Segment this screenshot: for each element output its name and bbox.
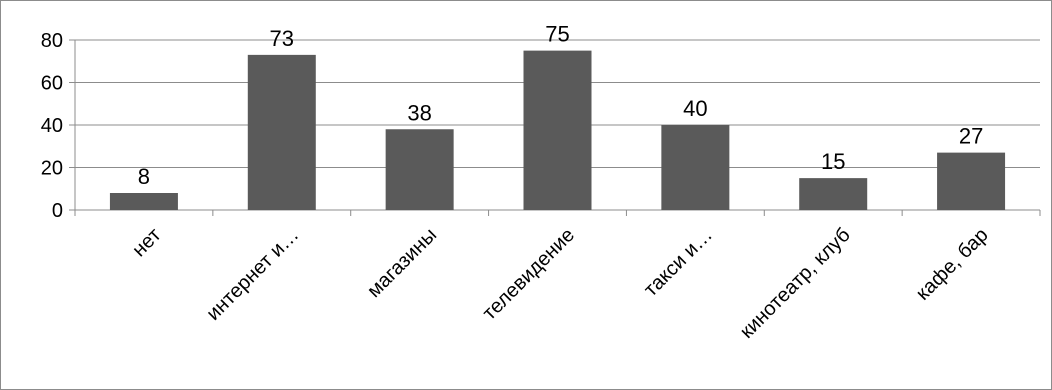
y-tick-label-80: 80 xyxy=(41,30,63,52)
category-label-4: такси и… xyxy=(640,224,717,301)
data-label-3: 75 xyxy=(545,22,569,47)
bar-4 xyxy=(661,125,730,210)
data-label-1: 73 xyxy=(270,26,294,51)
category-label-5: кинотеатр, клуб xyxy=(736,224,855,343)
bar-1 xyxy=(247,54,316,210)
data-label-2: 38 xyxy=(407,100,431,125)
data-label-4: 40 xyxy=(683,96,707,121)
bar-2 xyxy=(385,129,454,210)
data-label-0: 8 xyxy=(138,164,150,189)
y-tick-label-40: 40 xyxy=(41,115,63,137)
bars xyxy=(109,50,1006,210)
y-tick-label-20: 20 xyxy=(41,158,63,180)
category-label-0: нет xyxy=(128,224,165,261)
category-label-1: интернет и… xyxy=(202,224,303,325)
data-label-6: 27 xyxy=(959,124,983,149)
y-tick-label-60: 60 xyxy=(41,73,63,95)
category-label-3: телевидение xyxy=(479,224,579,324)
bar-5 xyxy=(799,178,868,210)
y-tick-labels: 0 20 40 60 80 xyxy=(41,30,63,222)
data-labels: 8 73 38 75 40 15 27 xyxy=(138,22,984,189)
category-labels: нет интернет и… магазины телевидение такси и… xyxy=(128,224,992,343)
data-label-5: 15 xyxy=(821,149,845,174)
bar-0 xyxy=(109,193,178,210)
bar-6 xyxy=(937,152,1006,210)
y-tick-label-0: 0 xyxy=(52,200,63,222)
bar-3 xyxy=(523,50,592,210)
category-label-6: кафе, бар xyxy=(912,224,993,305)
category-label-2: магазины xyxy=(363,224,441,302)
